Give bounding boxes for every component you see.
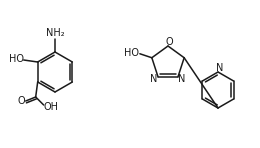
Text: HO: HO <box>124 48 139 58</box>
Text: O: O <box>18 96 25 106</box>
Text: N: N <box>150 74 158 84</box>
Text: N: N <box>216 63 224 73</box>
Text: OH: OH <box>43 102 58 112</box>
Text: HO: HO <box>9 54 24 64</box>
Text: N: N <box>178 74 186 84</box>
Text: O: O <box>165 37 173 47</box>
Text: NH₂: NH₂ <box>46 28 64 38</box>
